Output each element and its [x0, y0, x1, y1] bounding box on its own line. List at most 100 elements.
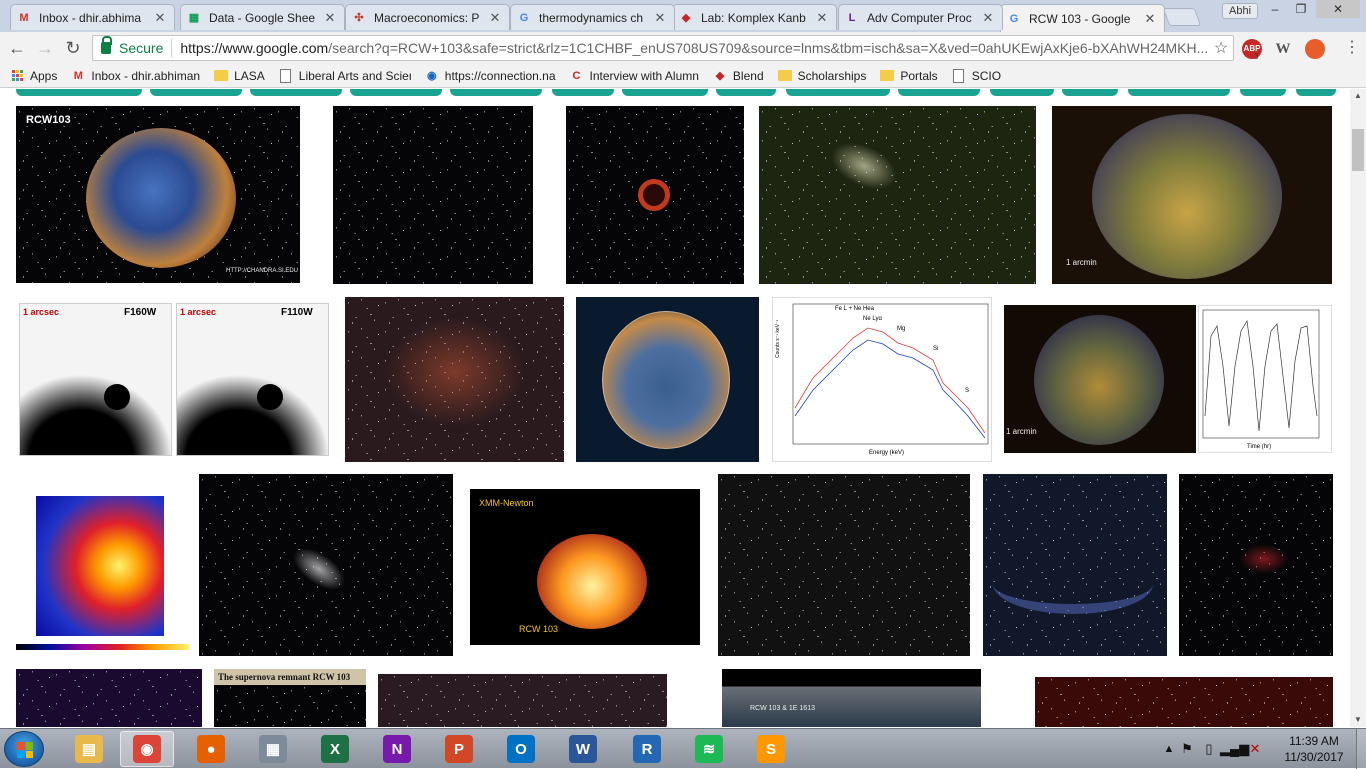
image-result[interactable]: XMM-Newton RCW 103: [467, 474, 703, 650]
filter-chip[interactable]: [786, 89, 890, 96]
image-result[interactable]: 1 arcsec F160W: [19, 303, 172, 456]
taskbar-app[interactable]: ●: [184, 731, 238, 767]
bookmark-item[interactable]: LASA: [214, 69, 265, 83]
image-result[interactable]: 1 arcsec F110W: [176, 303, 329, 456]
image-result[interactable]: Fe L + Ne Hea Ne Lyα Mg Si S Counts s⁻¹ …: [772, 297, 992, 462]
taskbar-app[interactable]: X: [308, 731, 362, 767]
browser-tab[interactable]: ▦ Data - Google Shee ✕: [180, 4, 345, 30]
filter-chip[interactable]: [250, 89, 342, 96]
url-text[interactable]: https://www.google.com/search?q=RCW+103&…: [180, 40, 1209, 56]
image-result[interactable]: [759, 106, 1036, 284]
close-tab-icon[interactable]: ✕: [654, 9, 666, 25]
scroll-down-icon[interactable]: ▼: [1354, 715, 1362, 724]
filter-chip[interactable]: [552, 89, 614, 96]
bookmark-item[interactable]: Liberal Arts and Scien: [279, 68, 411, 83]
back-button[interactable]: ←: [8, 38, 26, 58]
close-tab-icon[interactable]: ✕: [154, 9, 166, 25]
adblock-extension-icon[interactable]: ABP: [1242, 39, 1262, 59]
menu-icon[interactable]: ⋮: [1344, 39, 1360, 56]
close-tab-icon[interactable]: ✕: [489, 9, 501, 25]
volume-muted-icon[interactable]: ✕: [1249, 741, 1261, 756]
maximize-button[interactable]: ❐: [1295, 2, 1307, 16]
image-result[interactable]: [566, 106, 744, 284]
close-tab-icon[interactable]: ✕: [982, 9, 994, 25]
profile-button[interactable]: Abhi: [1222, 3, 1259, 19]
extension-icon[interactable]: [1305, 39, 1325, 59]
filter-chip[interactable]: [350, 89, 442, 96]
filter-chip[interactable]: [1062, 89, 1118, 96]
browser-tab[interactable]: ✣ Macroeconomics: P ✕: [345, 4, 510, 30]
filter-chip[interactable]: [622, 89, 708, 96]
taskbar-app[interactable]: ≋: [682, 731, 736, 767]
filter-chip[interactable]: [716, 89, 776, 96]
taskbar-app[interactable]: R: [620, 731, 674, 767]
image-result[interactable]: [576, 297, 759, 462]
filter-chip[interactable]: [990, 89, 1054, 96]
scroll-thumb[interactable]: [1352, 129, 1364, 171]
bookmark-item[interactable]: SCIO: [952, 68, 1001, 83]
browser-tab[interactable]: L Adv Computer Proc ✕: [838, 4, 1003, 30]
new-tab-button[interactable]: [1162, 8, 1202, 26]
bookmark-item[interactable]: Scholarships: [777, 69, 866, 83]
image-result[interactable]: Time (hr): [1198, 305, 1332, 453]
image-result[interactable]: [1179, 474, 1333, 656]
taskbar-app[interactable]: ▦: [246, 731, 300, 767]
image-result[interactable]: [345, 297, 564, 462]
browser-tab[interactable]: M Inbox - dhir.abhima ✕: [10, 4, 175, 30]
image-result[interactable]: 1 arcmin: [1052, 106, 1332, 284]
taskbar-app[interactable]: ▤: [62, 731, 116, 767]
close-window-button[interactable]: ✕: [1316, 0, 1360, 18]
browser-tab[interactable]: G RCW 103 - Google ✕: [1000, 4, 1165, 32]
image-result[interactable]: [983, 474, 1167, 656]
reload-button[interactable]: ↻: [65, 38, 81, 58]
address-bar[interactable]: Secure https://www.google.com/search?q=R…: [92, 35, 1234, 61]
image-result[interactable]: The supernova remnant RCW 103: [214, 669, 366, 727]
filter-chip[interactable]: [16, 89, 142, 96]
taskbar-app[interactable]: ◉: [120, 731, 174, 767]
image-result[interactable]: 1 arcmin: [1004, 305, 1196, 453]
forward-button[interactable]: →: [36, 38, 54, 58]
image-result[interactable]: [16, 494, 189, 656]
taskbar-app[interactable]: W: [556, 731, 610, 767]
image-result[interactable]: [333, 106, 533, 284]
filter-chip[interactable]: [1240, 89, 1286, 96]
filter-chip[interactable]: [1296, 89, 1336, 96]
bookmark-star-icon[interactable]: ☆: [1213, 40, 1229, 57]
image-result[interactable]: [378, 674, 667, 727]
bookmark-item[interactable]: C Interview with Alumn: [570, 69, 699, 83]
bookmark-item[interactable]: M Inbox - dhir.abhiman: [71, 69, 200, 83]
image-result[interactable]: [16, 669, 202, 727]
bookmark-item[interactable]: Portals: [880, 69, 938, 83]
scroll-up-icon[interactable]: ▲: [1354, 91, 1362, 100]
taskbar-clock[interactable]: 11:39 AM 11/30/2017: [1284, 733, 1344, 765]
filter-chip[interactable]: [150, 89, 242, 96]
taskbar-app[interactable]: S: [744, 731, 798, 767]
image-result[interactable]: [199, 474, 453, 656]
filter-chip[interactable]: [898, 89, 980, 96]
bookmark-item[interactable]: Apps: [10, 69, 57, 83]
bookmark-item[interactable]: ◆ Blend: [713, 69, 764, 83]
show-desktop-button[interactable]: [1356, 729, 1366, 769]
bookmark-item[interactable]: ◉ https://connection.na: [425, 69, 556, 83]
close-tab-icon[interactable]: ✕: [816, 9, 828, 25]
taskbar-app[interactable]: N: [370, 731, 424, 767]
minimize-button[interactable]: –: [1271, 2, 1279, 16]
filter-chip[interactable]: [1128, 89, 1230, 96]
signal-icon[interactable]: ▂▄▆: [1220, 741, 1250, 756]
page-scrollbar[interactable]: ▲ ▼: [1350, 89, 1366, 727]
image-result[interactable]: RCW103 HTTP://CHANDRA.SI.EDU: [16, 106, 300, 283]
tray-expand-icon[interactable]: ▲: [1163, 743, 1175, 755]
close-tab-icon[interactable]: ✕: [324, 9, 336, 25]
image-result[interactable]: [1035, 677, 1333, 727]
filter-chip[interactable]: [450, 89, 542, 96]
taskbar-app[interactable]: O: [494, 731, 548, 767]
close-tab-icon[interactable]: ✕: [1144, 10, 1156, 26]
image-result[interactable]: [718, 474, 970, 656]
image-result[interactable]: RCW 103 & 1E 1613: [722, 669, 981, 727]
flag-icon[interactable]: ⚑: [1181, 741, 1193, 756]
taskbar-app[interactable]: P: [432, 731, 486, 767]
battery-icon[interactable]: ▯: [1205, 741, 1213, 756]
start-button[interactable]: [4, 731, 44, 767]
wikipedia-extension-icon[interactable]: W: [1275, 41, 1291, 57]
